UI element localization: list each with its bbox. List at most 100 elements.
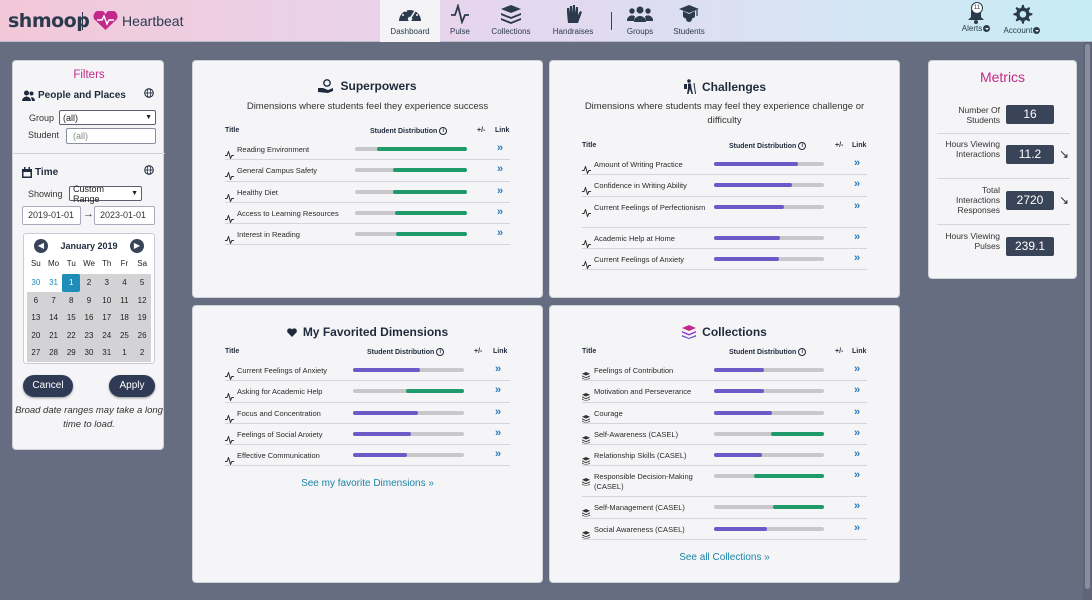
- end-date-field[interactable]: 2023-01-01: [94, 206, 155, 225]
- calendar-day[interactable]: 10: [102, 295, 112, 305]
- double-chevron-right-icon[interactable]: »: [495, 405, 501, 418]
- double-chevron-right-icon[interactable]: »: [854, 500, 860, 513]
- double-chevron-right-icon[interactable]: »: [497, 163, 503, 176]
- account-label: Account: [1004, 26, 1041, 35]
- col-distribution: Student Distribution i: [367, 348, 445, 356]
- calendar-day[interactable]: 14: [49, 313, 59, 322]
- calendar-day[interactable]: 11: [120, 295, 129, 305]
- calendar-day[interactable]: 23: [84, 330, 94, 340]
- calendar-day[interactable]: 3: [104, 278, 109, 287]
- calendar-day[interactable]: 5: [139, 278, 145, 287]
- start-date-field[interactable]: 2019-01-01: [22, 206, 81, 225]
- calendar-day[interactable]: 13: [31, 313, 41, 322]
- calendar-day[interactable]: 24: [102, 330, 112, 340]
- double-chevron-right-icon[interactable]: »: [854, 157, 860, 169]
- calendar-day[interactable]: 4: [122, 278, 127, 287]
- calendar-day[interactable]: 27: [31, 348, 41, 357]
- page-scrollbar[interactable]: [1083, 42, 1092, 600]
- apply-button[interactable]: Apply: [109, 375, 155, 397]
- layers-icon: [582, 388, 590, 406]
- calendar-day[interactable]: 15: [66, 313, 76, 322]
- showing-select[interactable]: Custom Range ▼: [69, 184, 142, 204]
- calendar-day[interactable]: 29: [66, 348, 76, 357]
- shmoop-logo[interactable]: shmoop: [8, 10, 90, 32]
- double-chevron-right-icon[interactable]: »: [495, 384, 501, 397]
- calendar-day[interactable]: 28: [49, 348, 59, 357]
- double-chevron-right-icon[interactable]: »: [497, 142, 503, 154]
- double-chevron-right-icon[interactable]: »: [854, 230, 860, 243]
- calendar-day[interactable]: 31: [44, 274, 63, 292]
- metric-value: 2720: [1006, 191, 1054, 210]
- double-chevron-right-icon[interactable]: »: [854, 384, 860, 397]
- group-select[interactable]: (all) ▼: [59, 110, 156, 125]
- nav-pulse[interactable]: Pulse: [440, 0, 480, 42]
- metric-label: Total Interactions Responses: [956, 185, 1000, 215]
- next-month-button[interactable]: ▶: [130, 239, 144, 253]
- info-icon[interactable]: i: [798, 142, 807, 150]
- info-icon[interactable]: i: [798, 348, 807, 356]
- calendar-day[interactable]: 22: [66, 330, 76, 340]
- alerts-menu[interactable]: 11 Alerts: [958, 0, 994, 42]
- nav-dashboard[interactable]: Dashboard: [380, 0, 440, 42]
- calendar-day[interactable]: 12: [137, 295, 147, 305]
- double-chevron-right-icon[interactable]: »: [854, 199, 860, 212]
- prev-month-button[interactable]: ◀: [34, 239, 48, 253]
- calendar-day[interactable]: 1: [62, 274, 81, 292]
- calendar-day[interactable]: 30: [84, 348, 94, 357]
- double-chevron-right-icon[interactable]: »: [497, 227, 503, 240]
- double-chevron-right-icon[interactable]: »: [497, 205, 503, 218]
- calendar-day[interactable]: 26: [137, 330, 147, 340]
- double-chevron-right-icon[interactable]: »: [854, 363, 860, 375]
- distribution-fill: [714, 162, 798, 166]
- table-row: Courage »: [582, 403, 867, 424]
- calendar-day[interactable]: 31: [102, 348, 112, 357]
- nav-groups[interactable]: Groups: [619, 0, 661, 42]
- calendar-day[interactable]: 18: [119, 313, 129, 322]
- calendar-day[interactable]: 21: [49, 330, 59, 340]
- double-chevron-right-icon[interactable]: »: [854, 251, 860, 264]
- calendar-day[interactable]: 1: [122, 348, 127, 357]
- calendar-day[interactable]: 8: [69, 295, 74, 305]
- distribution-bar: [355, 189, 467, 194]
- calendar-day[interactable]: 2: [86, 278, 92, 287]
- nav-students[interactable]: Students: [661, 0, 717, 42]
- info-icon[interactable]: i: [436, 348, 445, 356]
- calendar-day[interactable]: 6: [33, 295, 39, 305]
- double-chevron-right-icon[interactable]: »: [495, 448, 501, 461]
- calendar-day[interactable]: 2: [139, 348, 145, 357]
- time-heading: Time: [22, 167, 58, 178]
- account-menu[interactable]: Account: [1000, 0, 1044, 42]
- calendar-day[interactable]: 20: [31, 330, 41, 340]
- calendar-day[interactable]: 25: [119, 330, 129, 340]
- student-input[interactable]: (all): [66, 128, 156, 144]
- col-link: Link: [495, 127, 510, 134]
- double-chevron-right-icon[interactable]: »: [854, 405, 860, 418]
- double-chevron-right-icon[interactable]: »: [854, 448, 860, 461]
- globe-icon[interactable]: [144, 88, 154, 98]
- double-chevron-right-icon[interactable]: »: [495, 363, 501, 375]
- distribution-bar: [714, 453, 824, 458]
- see-favorite-dimensions-link[interactable]: See my favorite Dimensions »: [193, 478, 542, 489]
- nav-collections[interactable]: Collections: [480, 0, 542, 42]
- calendar-day[interactable]: 7: [51, 295, 56, 305]
- superpowers-heading: Superpowers: [193, 79, 542, 93]
- scrollbar-thumb[interactable]: [1085, 44, 1090, 589]
- double-chevron-right-icon[interactable]: »: [854, 178, 860, 191]
- hiker-icon: [683, 79, 696, 94]
- calendar-day[interactable]: 30: [27, 274, 45, 292]
- metrics-title: Metrics: [979, 69, 1026, 85]
- calendar-day[interactable]: 19: [137, 313, 147, 322]
- globe-icon[interactable]: [144, 165, 154, 175]
- info-icon[interactable]: i: [439, 127, 448, 135]
- double-chevron-right-icon[interactable]: »: [495, 426, 501, 439]
- calendar-day[interactable]: 16: [84, 313, 94, 322]
- nav-handraises[interactable]: Handraises: [542, 0, 604, 42]
- calendar-day[interactable]: 17: [102, 313, 112, 322]
- double-chevron-right-icon[interactable]: »: [854, 426, 860, 439]
- double-chevron-right-icon[interactable]: »: [854, 469, 860, 482]
- double-chevron-right-icon[interactable]: »: [854, 521, 860, 534]
- double-chevron-right-icon[interactable]: »: [497, 184, 503, 197]
- calendar-day[interactable]: 9: [86, 295, 92, 305]
- see-all-collections-link[interactable]: See all Collections »: [550, 552, 899, 563]
- cancel-button[interactable]: Cancel: [23, 375, 73, 397]
